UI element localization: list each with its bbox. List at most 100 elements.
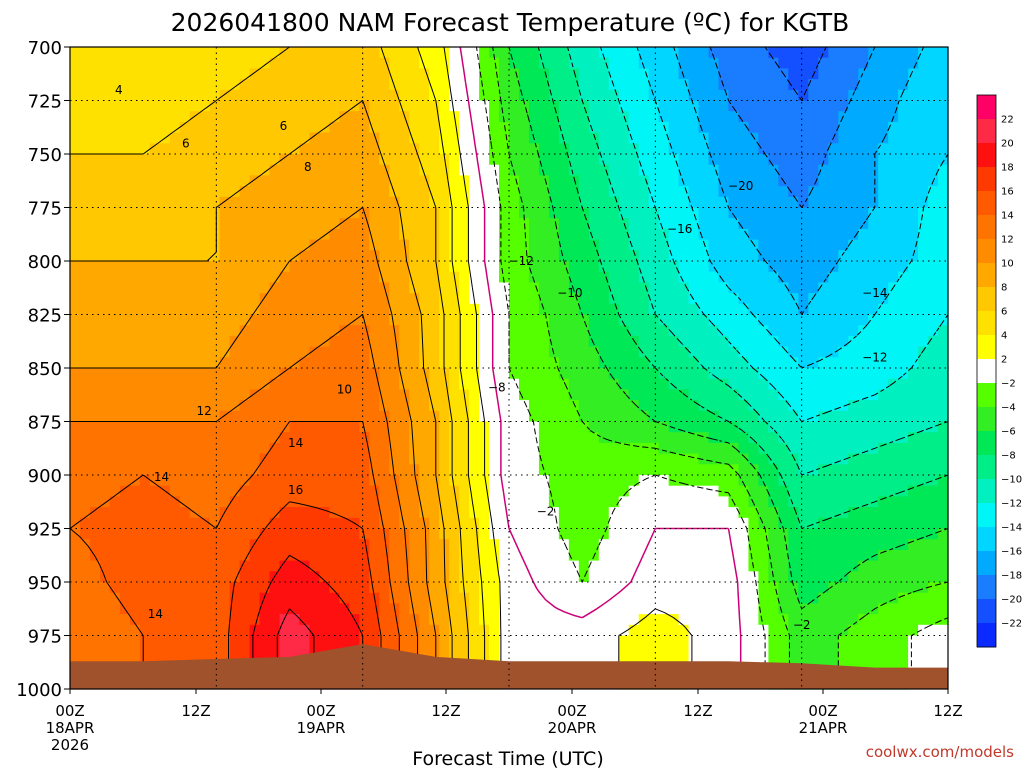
temperature-cell — [828, 507, 839, 519]
temperature-cell — [129, 207, 141, 219]
temperature-cell — [139, 121, 151, 134]
temperature-cell — [349, 228, 360, 241]
temperature-cell — [279, 154, 291, 166]
temperature-cell — [429, 614, 440, 626]
temperature-cell — [179, 453, 191, 465]
temperature-cell — [209, 325, 221, 337]
temperature-cell — [389, 186, 400, 198]
temperature-cell — [409, 143, 420, 155]
temperature-cell — [568, 100, 580, 112]
temperature-cell — [608, 592, 620, 604]
temperature-cell — [189, 368, 201, 380]
temperature-cell — [319, 239, 331, 251]
temperature-cell — [269, 442, 281, 455]
temperature-cell — [858, 100, 869, 112]
temperature-cell — [518, 453, 530, 465]
temperature-cell — [269, 293, 281, 305]
temperature-cell — [329, 475, 340, 487]
temperature-cell — [279, 175, 291, 187]
temperature-cell — [409, 303, 420, 316]
temperature-cell — [299, 592, 311, 604]
temperature-cell — [688, 475, 700, 487]
temperature-cell — [79, 464, 91, 476]
temperature-cell — [469, 271, 480, 283]
temperature-cell — [159, 47, 171, 59]
temperature-cell — [139, 335, 151, 348]
temperature-cell — [868, 261, 879, 273]
temperature-cell — [419, 646, 430, 658]
temperature-cell — [878, 635, 889, 647]
temperature-cell — [768, 549, 779, 562]
temperature-cell — [399, 453, 410, 465]
temperature-cell — [459, 624, 470, 637]
temperature-cell — [159, 378, 171, 390]
temperature-cell — [748, 111, 760, 123]
temperature-cell — [289, 646, 301, 658]
temperature-cell — [588, 186, 600, 198]
temperature-cell — [548, 464, 560, 476]
temperature-cell — [379, 57, 390, 69]
temperature-cell — [818, 196, 829, 209]
temperature-cell — [808, 154, 819, 166]
temperature-cell — [459, 132, 470, 144]
temperature-cell — [848, 539, 859, 551]
temperature-cell — [209, 121, 221, 134]
temperature-cell — [698, 389, 710, 401]
temperature-cell — [349, 186, 360, 198]
temperature-cell — [309, 400, 321, 412]
temperature-cell — [329, 571, 340, 583]
temperature-cell — [339, 410, 350, 423]
temperature-cell — [249, 100, 261, 112]
temperature-cell — [868, 614, 879, 626]
temperature-cell — [319, 603, 331, 615]
temperature-cell — [189, 475, 201, 487]
temperature-cell — [768, 528, 779, 540]
temperature-cell — [818, 582, 829, 594]
temperature-cell — [668, 635, 680, 647]
temperature-cell — [429, 303, 440, 316]
temperature-cell — [139, 582, 151, 594]
temperature-cell — [229, 646, 241, 658]
temperature-cell — [99, 132, 111, 144]
temperature-cell — [738, 335, 750, 348]
temperature-cell — [798, 239, 809, 251]
temperature-cell — [818, 560, 829, 572]
temperature-cell — [858, 442, 869, 455]
temperature-cell — [858, 464, 869, 476]
temperature-cell — [189, 261, 201, 273]
temperature-cell — [499, 442, 510, 455]
temperature-cell — [518, 121, 530, 134]
temperature-cell — [469, 603, 480, 615]
temperature-cell — [189, 592, 201, 604]
temperature-cell — [638, 175, 650, 187]
temperature-cell — [858, 624, 869, 637]
temperature-cell — [678, 582, 690, 594]
temperature-cell — [628, 475, 640, 487]
temperature-cell — [738, 517, 750, 530]
temperature-cell — [838, 282, 849, 294]
temperature-cell — [379, 68, 390, 80]
temperature-cell — [798, 389, 809, 401]
temperature-cell — [558, 239, 570, 251]
temperature-cell — [668, 154, 680, 166]
temperature-cell — [89, 464, 101, 476]
temperature-cell — [808, 261, 819, 273]
temperature-cell — [768, 111, 779, 123]
temperature-cell — [758, 475, 770, 487]
temperature-cell — [239, 207, 251, 219]
temperature-cell — [289, 271, 301, 283]
temperature-cell — [139, 111, 151, 123]
temperature-cell — [209, 603, 221, 615]
temperature-cell — [748, 314, 760, 326]
temperature-cell — [788, 89, 799, 102]
temperature-cell — [848, 346, 859, 358]
temperature-cell — [698, 475, 710, 487]
temperature-cell — [479, 368, 490, 380]
temperature-cell — [89, 121, 101, 134]
temperature-cell — [269, 218, 281, 230]
temperature-cell — [189, 196, 201, 209]
temperature-cell — [868, 293, 879, 305]
temperature-cell — [79, 111, 91, 123]
temperature-cell — [109, 432, 121, 444]
temperature-cell — [99, 100, 111, 112]
